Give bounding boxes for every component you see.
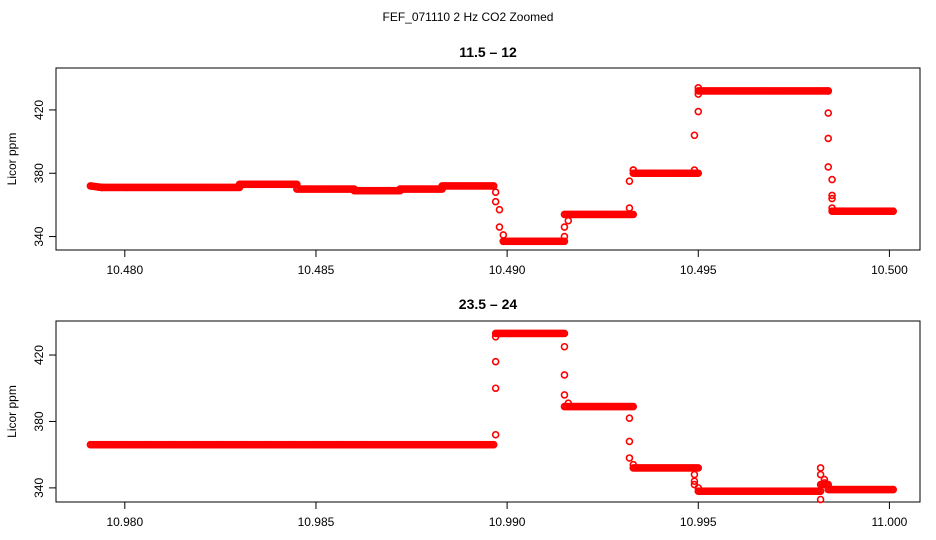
data-point	[889, 485, 898, 494]
y-axis-label: Licor ppm	[5, 133, 19, 186]
data-point	[629, 166, 638, 174]
data-point	[889, 207, 898, 216]
y-tick-label: 380	[32, 163, 46, 183]
panel-title: 23.5 – 24	[459, 296, 518, 312]
data-point	[690, 166, 699, 174]
plot-frame	[55, 67, 921, 251]
data-point	[560, 329, 569, 338]
data-point	[560, 237, 569, 246]
panel-bottom: 23.5 – 24 10.980 10.985 10.990 10.995 11.000 3…	[5, 296, 921, 529]
data-point	[560, 232, 569, 241]
data-point	[499, 231, 508, 239]
x-tick-label: 10.995	[680, 515, 717, 529]
panel-top: 11.5 – 12 10.480 10.485 10.490 10.495 10.500 3…	[5, 44, 921, 277]
y-tick-label: 340	[32, 478, 46, 498]
data-point	[625, 414, 634, 422]
data-point	[560, 223, 569, 231]
data-point	[820, 479, 829, 487]
data-point	[491, 430, 500, 439]
x-tick-label: 10.985	[298, 515, 335, 529]
x-tick-label: 10.980	[106, 515, 143, 529]
y-tick-label: 340	[32, 226, 46, 246]
data-point	[564, 399, 573, 407]
data-point	[824, 134, 833, 143]
data-point	[560, 391, 569, 399]
data-point	[820, 475, 829, 484]
data-point	[694, 464, 703, 472]
data-point	[694, 484, 703, 492]
data-point	[690, 131, 699, 140]
data-points	[86, 83, 898, 246]
plot-frame	[55, 320, 921, 503]
y-tick-label: 380	[32, 411, 46, 431]
x-tick-label: 10.490	[489, 263, 526, 277]
y-axis-label: Licor ppm	[5, 385, 19, 438]
data-point	[625, 454, 634, 462]
data-point	[629, 402, 638, 411]
x-tick-label: 10.480	[106, 263, 143, 277]
x-tick-label: 10.485	[298, 263, 335, 277]
data-point	[495, 223, 504, 231]
data-point	[495, 205, 504, 214]
data-point	[491, 357, 500, 366]
data-point	[491, 384, 500, 393]
panel-title: 11.5 – 12	[459, 44, 517, 60]
data-point	[828, 204, 836, 212]
data-point	[560, 342, 569, 351]
x-tick-label: 11.000	[872, 515, 908, 529]
y-tick-label: 420	[32, 345, 46, 365]
data-point	[828, 191, 836, 200]
data-point	[824, 87, 833, 95]
data-point	[491, 332, 500, 341]
x-tick-label: 10.990	[489, 515, 526, 529]
data-point	[824, 163, 833, 171]
data-point	[489, 182, 498, 190]
data-point	[625, 177, 634, 185]
data-point	[828, 175, 836, 184]
data-point	[694, 107, 703, 116]
data-point	[489, 440, 498, 449]
data-points	[86, 329, 898, 504]
data-point	[828, 194, 836, 203]
data-point	[629, 210, 638, 219]
data-point	[816, 464, 825, 472]
figure-title: FEF_071110 2 Hz CO2 Zoomed	[383, 10, 554, 24]
data-point	[491, 197, 500, 206]
data-point	[824, 109, 833, 117]
data-point	[560, 371, 569, 379]
data-point	[629, 460, 638, 469]
data-point	[499, 237, 508, 246]
y-tick-label: 420	[32, 100, 46, 120]
data-point	[690, 470, 699, 479]
data-point	[491, 188, 500, 197]
data-point	[690, 477, 699, 486]
data-point	[816, 495, 825, 504]
data-point	[625, 204, 634, 212]
data-point	[564, 216, 573, 225]
x-tick-label: 10.495	[680, 263, 717, 277]
data-point	[625, 437, 634, 446]
x-tick-label: 10.500	[871, 263, 908, 277]
data-point	[694, 90, 703, 98]
